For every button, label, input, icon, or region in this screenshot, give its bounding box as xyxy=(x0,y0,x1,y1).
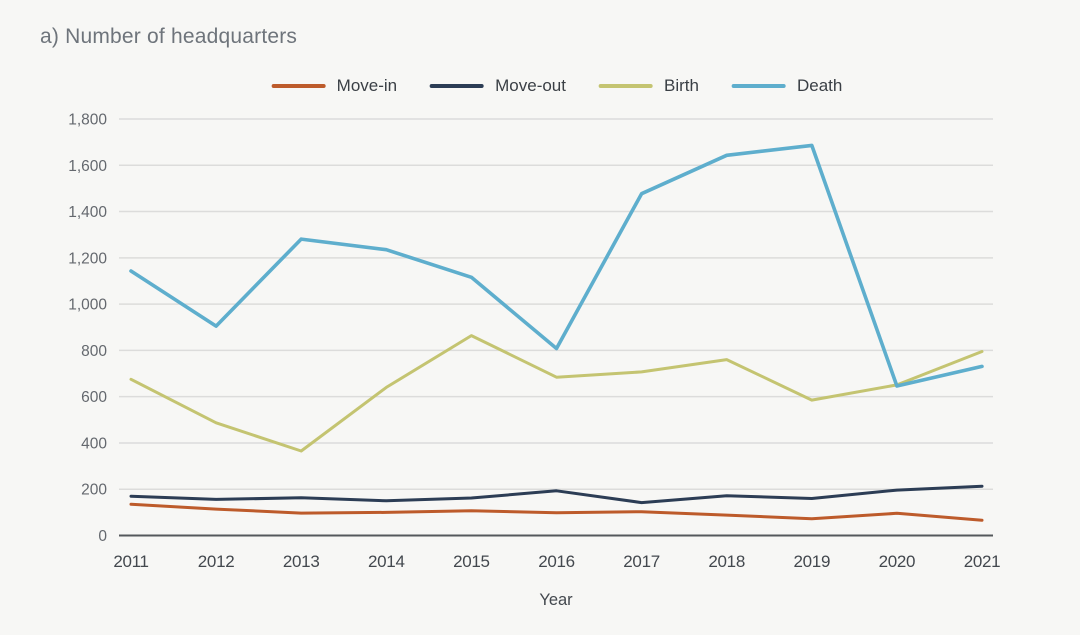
x-tick-label-2011: 2011 xyxy=(113,552,148,571)
legend-item-birth: Birth xyxy=(599,76,699,96)
legend-swatch-move-out-icon xyxy=(430,84,485,88)
x-tick-label-2020: 2020 xyxy=(879,552,916,571)
legend-item-death: Death xyxy=(731,76,843,96)
legend-label-move-in: Move-in xyxy=(336,76,398,95)
y-tick-label-200: 200 xyxy=(81,482,107,499)
x-tick-label-2015: 2015 xyxy=(453,552,490,571)
x-tick-label-2013: 2013 xyxy=(283,552,320,571)
y-tick-label-800: 800 xyxy=(81,343,107,360)
y-tick-label-1400: 1,400 xyxy=(68,204,107,221)
legend-item-move-out: Move-out xyxy=(430,76,566,96)
x-tick-label-2016: 2016 xyxy=(538,552,575,571)
y-tick-label-1000: 1,000 xyxy=(68,297,107,314)
x-tick-label-2019: 2019 xyxy=(793,552,830,571)
legend-swatch-birth-icon xyxy=(599,84,653,88)
x-tick-label-2017: 2017 xyxy=(623,552,660,571)
legend-label-death: Death xyxy=(796,76,843,95)
series-line-death xyxy=(129,143,984,388)
y-tick-label-1600: 1,600 xyxy=(68,158,107,175)
x-tick-label-2021: 2021 xyxy=(964,552,1001,571)
y-tick-label-1200: 1,200 xyxy=(68,250,107,267)
series-line-birth xyxy=(129,334,984,453)
legend-swatch-move-in-icon xyxy=(271,84,326,88)
series-line-move-out xyxy=(129,484,984,505)
x-tick-label-2012: 2012 xyxy=(198,552,235,571)
y-tick-label-1800: 1,800 xyxy=(68,112,107,129)
y-tick-label-0: 0 xyxy=(98,528,107,545)
y-tick-label-400: 400 xyxy=(81,435,107,452)
x-axis-title: Year xyxy=(539,591,573,609)
x-tick-label-2014: 2014 xyxy=(368,552,405,571)
x-tick-label-2018: 2018 xyxy=(708,552,745,571)
series-line-move-in xyxy=(129,502,984,522)
chart-title: a) Number of headquarters xyxy=(40,25,298,48)
legend-label-birth: Birth xyxy=(664,76,699,95)
legend: Move-in Move-out Birth Death xyxy=(271,76,843,96)
legend-label-move-out: Move-out xyxy=(495,76,566,95)
y-tick-label-600: 600 xyxy=(81,389,107,406)
legend-swatch-death-icon xyxy=(731,84,786,88)
legend-item-move-in: Move-in xyxy=(271,76,398,96)
